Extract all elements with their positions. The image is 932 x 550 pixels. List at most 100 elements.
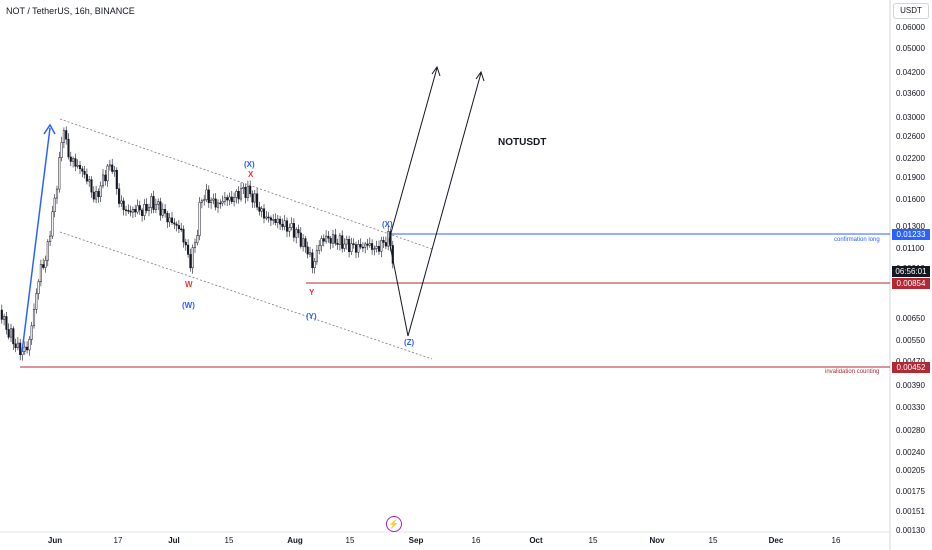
projection-arrows — [21, 65, 485, 353]
candle-body — [5, 316, 8, 330]
candle-body — [60, 142, 63, 158]
candle-body — [283, 220, 286, 227]
candle-body — [55, 188, 59, 199]
projection-arrow-1 — [388, 67, 438, 241]
candle-body — [216, 202, 220, 208]
chart-title: NOT / TetherUS, 16h, BINANCE — [6, 6, 135, 16]
price-tick-label: 0.01100 — [896, 244, 925, 253]
price-tick-label: 0.01900 — [896, 173, 925, 182]
candle-body — [285, 220, 289, 232]
candle-body — [325, 235, 328, 242]
candle-body — [193, 242, 197, 248]
candle-body — [299, 232, 302, 247]
candle-body — [131, 209, 134, 213]
candle-body — [196, 235, 199, 244]
currency-button[interactable]: USDT — [893, 3, 929, 19]
price-tick-label: 0.00550 — [896, 336, 925, 345]
candle-body — [200, 200, 203, 203]
candle-body — [288, 227, 291, 232]
price-tick-label: 0.04200 — [896, 68, 925, 77]
candle-body — [154, 204, 157, 210]
wave-label-x-major: (X) — [244, 160, 255, 169]
wave-label-y: Y — [309, 288, 315, 297]
channel-lower-line — [59, 231, 433, 360]
time-axis: Jun 17 Jul 15 Aug 15 Sep 16 Oct 15 Nov 15 Dec 16 — [48, 536, 841, 545]
candle-body — [113, 170, 116, 172]
candle-body — [92, 191, 95, 200]
candle-body — [223, 197, 226, 202]
candle-body — [235, 191, 238, 198]
candle-body — [219, 202, 222, 205]
candle-body — [269, 217, 272, 221]
candle-body — [16, 342, 19, 348]
price-tick-label: 0.00130 — [896, 526, 925, 535]
candle-body — [267, 216, 270, 219]
candle-body — [189, 254, 192, 269]
candle-body — [368, 243, 371, 246]
candle-body — [251, 193, 254, 203]
price-tick-label: 0.00175 — [896, 487, 925, 496]
candle-body — [348, 238, 351, 252]
candle-body — [14, 343, 17, 348]
time-tick-label: 15 — [225, 536, 234, 545]
candle-body — [315, 250, 318, 262]
candle-body — [159, 201, 162, 216]
candle-body — [338, 235, 341, 245]
candle-body — [49, 235, 52, 243]
candle-body — [120, 200, 123, 204]
candle-body — [78, 165, 82, 170]
candle-body — [69, 156, 72, 162]
tradingview-logo-icon[interactable]: ⚡ — [386, 516, 402, 532]
wave-label-z-major: (Z) — [404, 338, 415, 347]
candle-body — [150, 196, 153, 208]
projection-path-2 — [388, 72, 482, 337]
candle-body — [67, 138, 70, 158]
candle-body — [141, 209, 144, 216]
price-tick-label: 0.05000 — [896, 44, 925, 53]
time-tick-label: Aug — [287, 536, 303, 545]
candle-body — [124, 209, 128, 212]
candle-body — [145, 204, 148, 211]
candle-body — [83, 171, 86, 175]
candle-body — [173, 222, 176, 225]
candle-body — [313, 261, 316, 268]
candle-body — [46, 241, 49, 261]
invalidation-counting-label: invalidation counting — [825, 369, 880, 375]
projection-arrowhead-1 — [431, 65, 441, 77]
candle-body — [377, 245, 381, 252]
candle-body — [331, 234, 335, 244]
candle-body — [99, 185, 102, 198]
candle-body — [182, 228, 185, 243]
time-tick-label: Nov — [649, 536, 665, 545]
price-tick-label: 0.06000 — [896, 23, 925, 32]
level-lines — [20, 233, 890, 368]
candle-body — [272, 219, 275, 221]
candle-body — [51, 211, 54, 237]
candle-body — [108, 164, 111, 167]
candle-body — [32, 309, 36, 327]
time-tick-label: Jul — [168, 536, 180, 545]
candle-body — [111, 164, 114, 172]
candle-body — [281, 223, 284, 227]
candle-body — [58, 157, 61, 190]
candle-body — [23, 346, 26, 352]
price-tick-label: 0.03000 — [896, 113, 925, 122]
time-tick-label: 16 — [832, 536, 841, 545]
price-tick-label: 0.02200 — [896, 154, 925, 163]
candle-body — [345, 238, 348, 245]
price-tick-label: 0.01600 — [896, 195, 925, 204]
candle-body — [187, 244, 190, 255]
price-tick-label: 0.00330 — [896, 403, 925, 412]
impulse-arrow-head — [43, 123, 56, 135]
candle-body — [157, 201, 160, 205]
candle-body — [361, 246, 364, 249]
price-tick-label: 0.03600 — [896, 89, 925, 98]
time-tick-label: Jun — [48, 536, 62, 545]
price-tick-label: 0.00470 — [896, 357, 925, 366]
candle-body — [177, 225, 180, 230]
candle-body — [239, 188, 243, 200]
price-tick-label: 0.00650 — [896, 314, 925, 323]
time-tick-label: 16 — [472, 536, 481, 545]
candle-body — [210, 199, 213, 204]
